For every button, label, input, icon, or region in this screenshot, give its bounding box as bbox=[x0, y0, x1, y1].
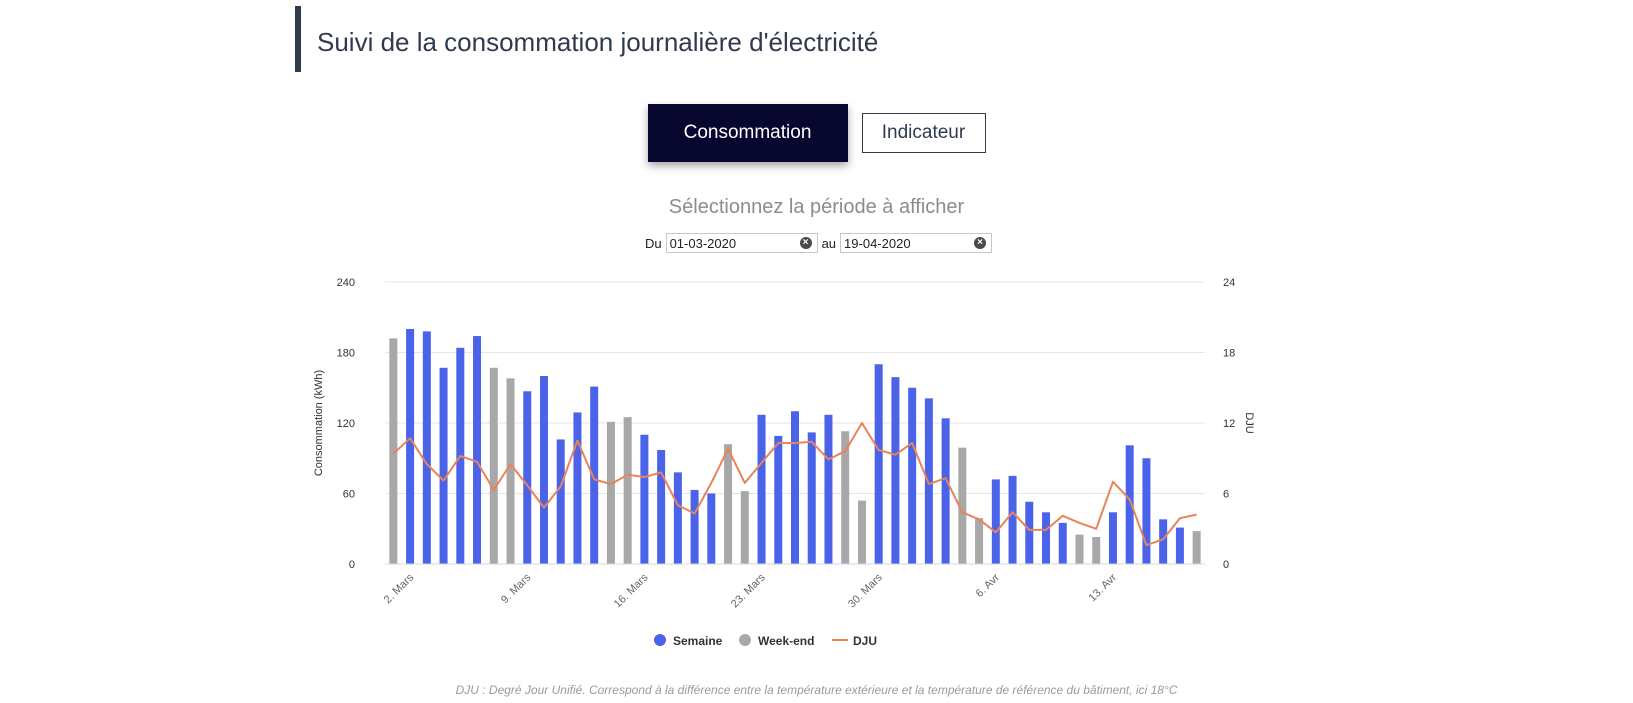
bar-27-03 bbox=[824, 414, 833, 564]
consumption-chart: 0 60 120 180 240 0 6 12 18 24 Consommation (kWh) DJ… bbox=[313, 277, 1255, 648]
bar-24-03 bbox=[774, 435, 783, 564]
y-tick-label: 0 bbox=[349, 559, 355, 571]
bar-09-03 bbox=[523, 391, 532, 564]
y2-tick-label: 12 bbox=[1223, 418, 1235, 430]
bar-23-03 bbox=[757, 414, 766, 564]
bar-10-03 bbox=[539, 376, 548, 564]
tab-consommation[interactable]: Consommation bbox=[647, 104, 848, 162]
y-tick-label: 240 bbox=[337, 277, 355, 289]
bar-18-04 bbox=[1192, 531, 1201, 564]
y-axis-title: Consommation (kWh) bbox=[313, 370, 325, 476]
bar-10-04 bbox=[1058, 522, 1067, 564]
bar-21-03 bbox=[724, 444, 733, 564]
bar-16-04 bbox=[1159, 519, 1168, 564]
view-tabs: Consommation Indicateur bbox=[0, 104, 1633, 162]
bar-25-03 bbox=[791, 411, 799, 564]
from-label: Du bbox=[644, 235, 662, 251]
x-tick-label: 6. Avr bbox=[974, 571, 1002, 599]
y2-tick-label: 24 bbox=[1223, 277, 1235, 289]
bar-08-04 bbox=[1025, 501, 1034, 564]
clear-to-date-icon[interactable]: × bbox=[974, 237, 987, 249]
bar-06-04 bbox=[991, 479, 1000, 564]
bar-17-04 bbox=[1175, 527, 1184, 564]
y-tick-label: 60 bbox=[343, 489, 355, 501]
bar-19-03 bbox=[690, 489, 699, 564]
legend-marker-semaine bbox=[654, 634, 666, 646]
legend-label: Week-end bbox=[758, 634, 814, 648]
to-date-input[interactable]: 19-04-2020 × bbox=[840, 233, 993, 253]
y2-tick-label: 6 bbox=[1223, 489, 1229, 501]
bar-14-03 bbox=[606, 421, 615, 564]
legend-marker-week-end bbox=[739, 634, 751, 646]
bar-12-03 bbox=[573, 412, 582, 564]
page-title-bar: Suivi de la consommation journalière d'é… bbox=[295, 6, 878, 72]
to-date-value: 19-04-2020 bbox=[844, 235, 911, 251]
y2-axis-title: DJU bbox=[1243, 412, 1255, 433]
bar-13-04 bbox=[1108, 512, 1117, 564]
period-title: Sélectionnez la période à afficher bbox=[668, 196, 965, 218]
bar-06-03 bbox=[473, 336, 482, 564]
bar-17-03 bbox=[657, 450, 666, 564]
date-range-picker: Du 01-03-2020 × au 19-04-2020 × bbox=[0, 233, 1633, 253]
bar-02-03 bbox=[406, 329, 415, 564]
from-date-input[interactable]: 01-03-2020 × bbox=[665, 233, 818, 253]
bar-18-03 bbox=[673, 472, 682, 564]
y-tick-label: 180 bbox=[337, 348, 355, 360]
bar-04-04 bbox=[958, 447, 967, 564]
clear-from-date-icon[interactable]: × bbox=[799, 237, 812, 249]
x-tick-label: 2. Mars bbox=[382, 571, 417, 606]
x-tick-label: 30. Mars bbox=[846, 571, 885, 610]
x-tick-label: 23. Mars bbox=[729, 571, 768, 610]
tab-indicateur[interactable]: Indicateur bbox=[861, 113, 986, 153]
bar-01-04 bbox=[908, 387, 917, 564]
bar-15-03 bbox=[623, 417, 632, 564]
bar-16-03 bbox=[640, 434, 649, 564]
bar-31-03 bbox=[891, 377, 900, 564]
dju-footnote: DJU : Degré Jour Unifié. Correspond à la… bbox=[455, 683, 1178, 697]
bar-13-03 bbox=[590, 386, 599, 564]
bar-05-04 bbox=[975, 518, 984, 564]
bar-01-03 bbox=[389, 338, 398, 564]
bar-07-04 bbox=[1008, 475, 1017, 564]
bar-20-03 bbox=[707, 493, 716, 564]
to-label: au bbox=[821, 235, 837, 251]
bar-02-04 bbox=[924, 398, 933, 564]
bar-09-04 bbox=[1042, 512, 1051, 564]
from-date-value: 01-03-2020 bbox=[669, 235, 737, 251]
page-title: Suivi de la consommation journalière d'é… bbox=[317, 27, 879, 57]
y-tick-label: 120 bbox=[337, 418, 355, 430]
bar-28-03 bbox=[841, 431, 850, 564]
bar-12-04 bbox=[1092, 536, 1101, 564]
x-tick-label: 16. Mars bbox=[612, 571, 651, 610]
bar-22-03 bbox=[740, 491, 749, 564]
dju-series-line bbox=[392, 422, 1197, 547]
legend-label: DJU bbox=[853, 634, 877, 648]
x-tick-label: 9. Mars bbox=[499, 571, 534, 606]
bar-07-03 bbox=[489, 367, 498, 564]
bar-29-03 bbox=[857, 500, 866, 564]
x-tick-label: 13. Avr bbox=[1087, 571, 1120, 604]
bar-14-04 bbox=[1125, 445, 1134, 564]
bar-08-03 bbox=[506, 378, 515, 564]
bar-11-04 bbox=[1075, 534, 1084, 564]
bar-26-03 bbox=[807, 432, 816, 564]
bar-03-04 bbox=[941, 418, 950, 564]
bar-30-03 bbox=[874, 364, 883, 564]
y2-tick-label: 18 bbox=[1223, 348, 1235, 360]
bar-11-03 bbox=[556, 439, 565, 564]
legend-label: Semaine bbox=[673, 634, 723, 648]
bar-04-03 bbox=[439, 367, 448, 564]
bar-15-04 bbox=[1142, 458, 1151, 564]
bar-03-03 bbox=[422, 331, 431, 564]
y2-tick-label: 0 bbox=[1223, 559, 1229, 571]
